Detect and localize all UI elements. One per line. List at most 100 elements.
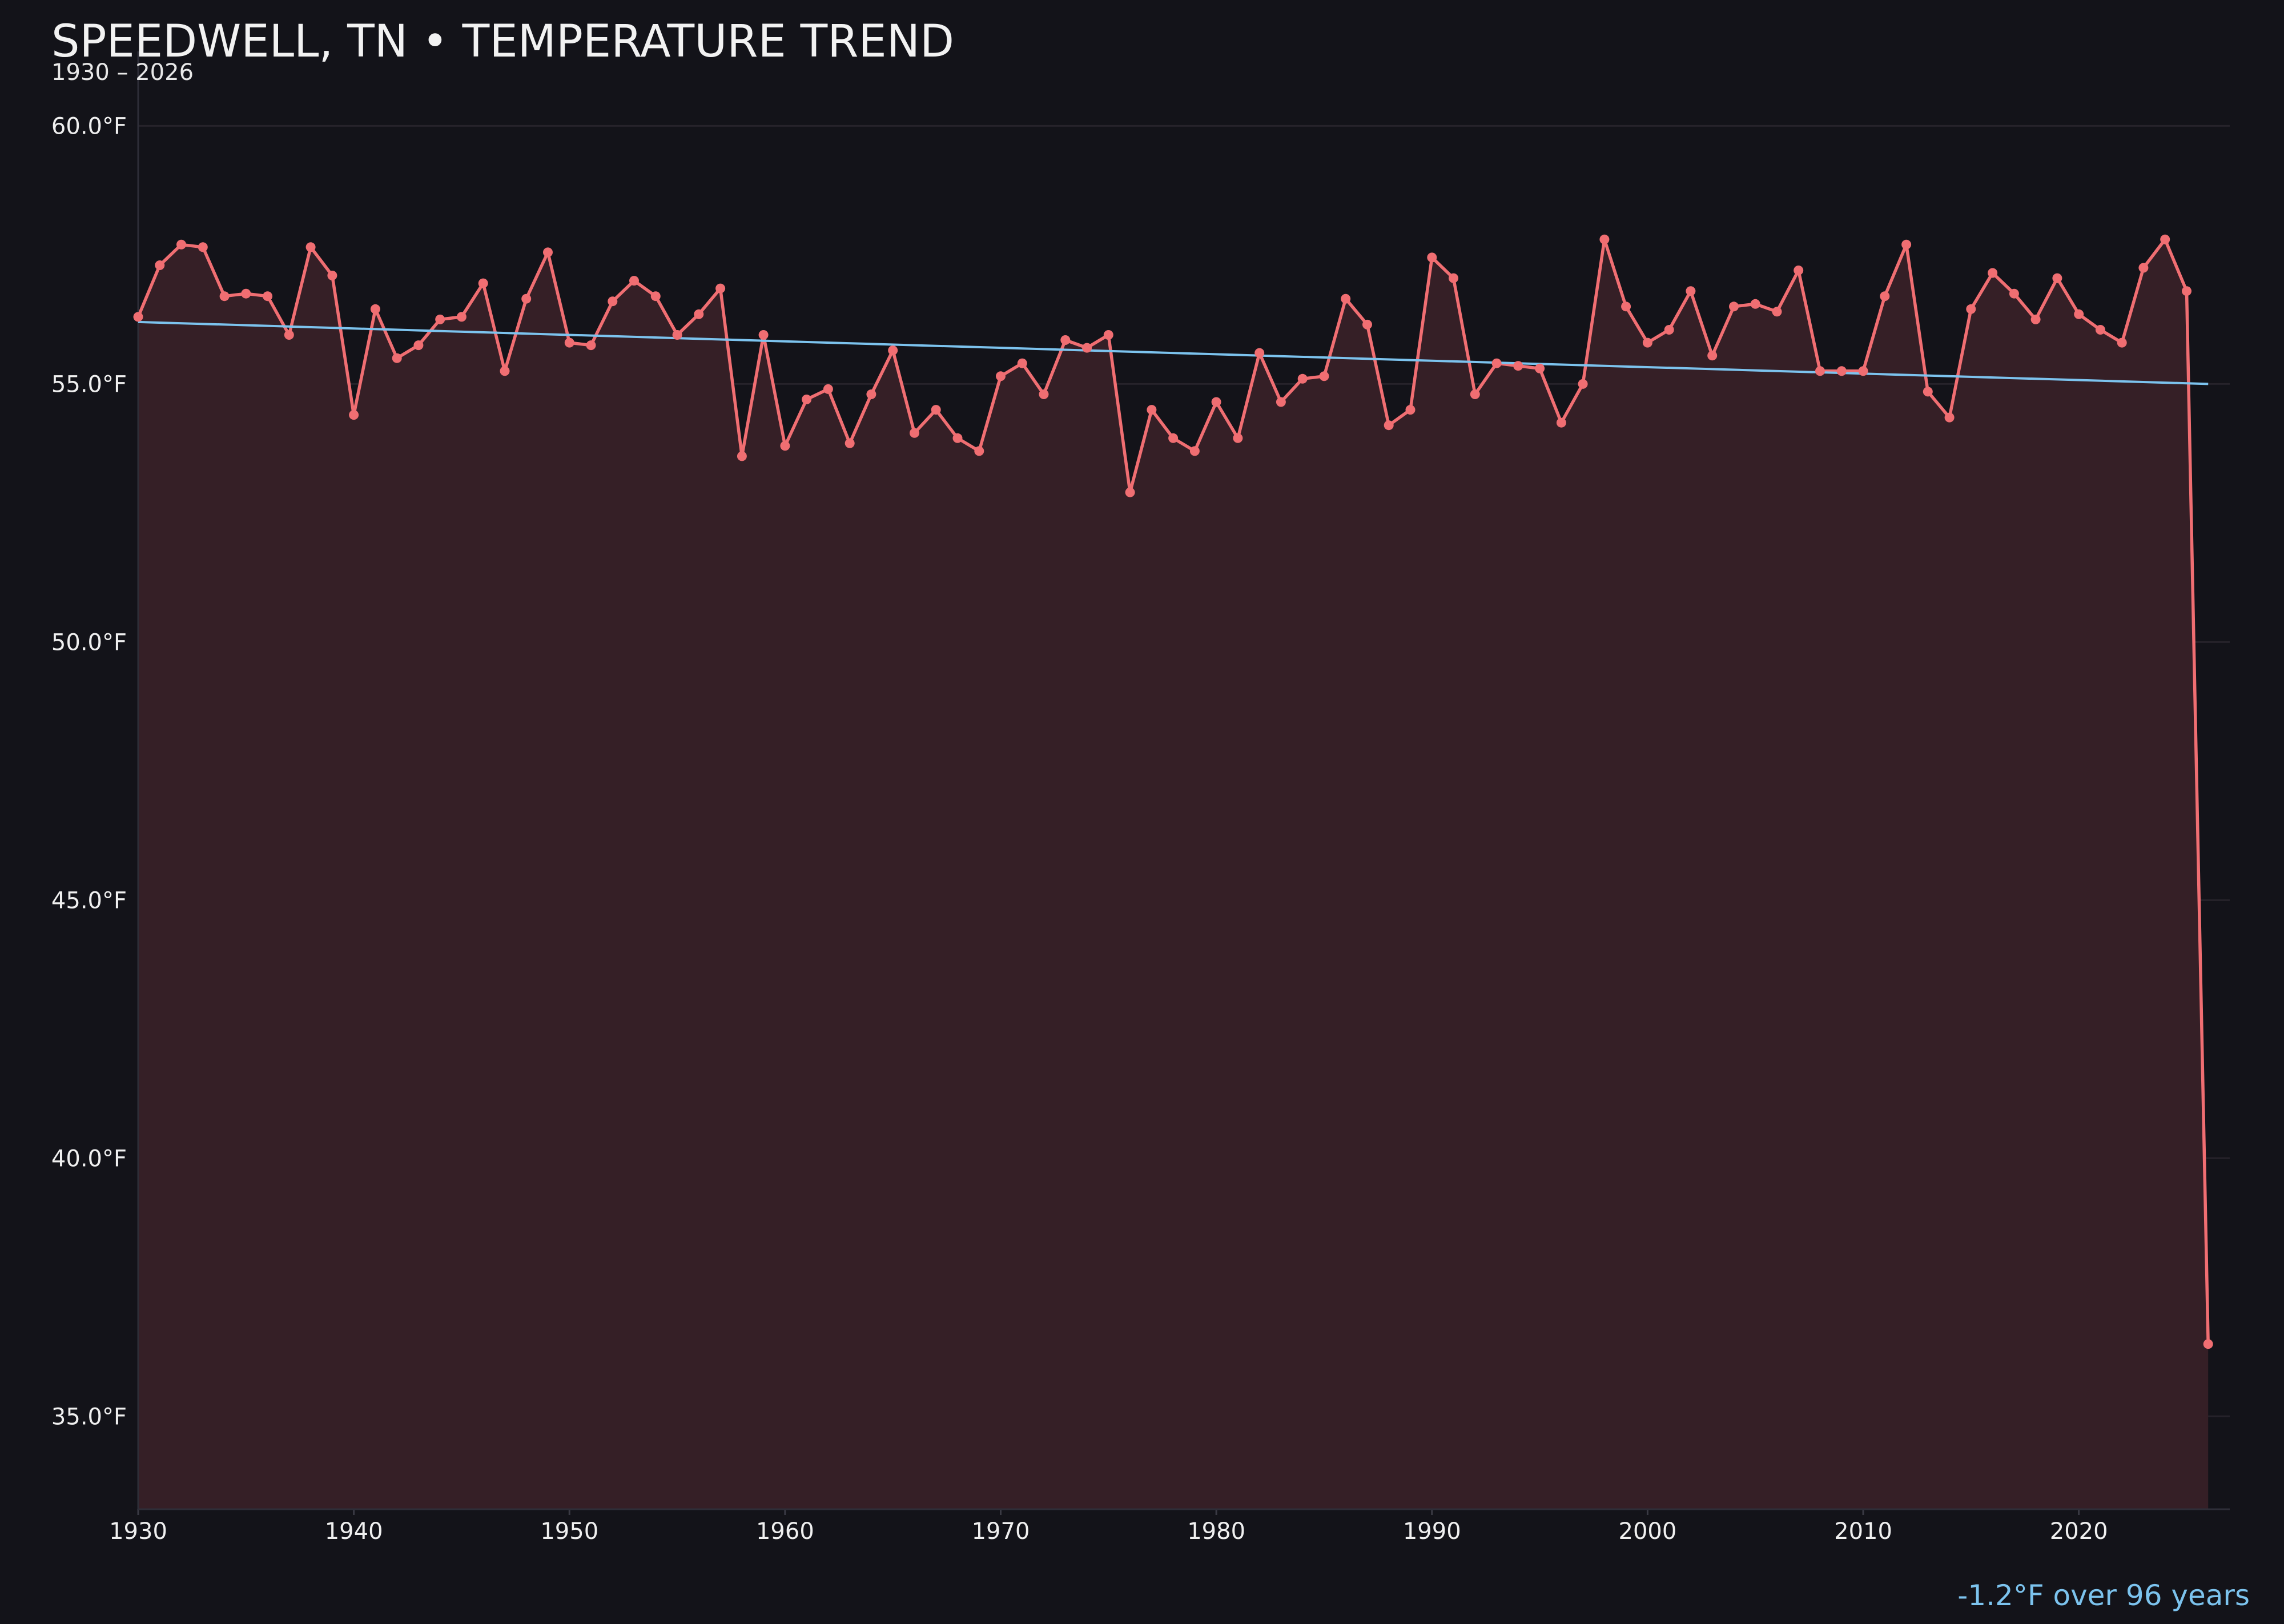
- x-tick-label: 1960: [756, 1518, 814, 1545]
- data-point: [1060, 335, 1071, 345]
- data-point: [1211, 397, 1221, 407]
- data-point: [1513, 361, 1523, 371]
- data-point: [1147, 405, 1157, 415]
- data-point: [1470, 389, 1480, 399]
- data-point: [1944, 412, 1955, 423]
- data-point: [1384, 420, 1394, 431]
- data-point: [952, 433, 963, 443]
- data-point: [1189, 446, 1200, 456]
- data-point: [198, 242, 208, 252]
- data-point: [478, 278, 488, 288]
- data-point: [1362, 319, 1372, 329]
- data-point: [2030, 314, 2041, 324]
- data-point: [1297, 373, 1308, 384]
- data-point: [1815, 366, 1825, 376]
- data-point: [1556, 417, 1566, 428]
- data-point: [1491, 358, 1502, 368]
- data-point: [1966, 304, 1976, 314]
- data-point: [1880, 291, 1890, 302]
- data-point: [823, 384, 833, 394]
- data-point: [1535, 363, 1545, 373]
- data-point: [2052, 273, 2062, 283]
- data-point: [2095, 325, 2105, 335]
- data-point: [263, 291, 273, 302]
- x-tick-label: 1950: [540, 1518, 598, 1545]
- data-point: [456, 312, 467, 322]
- data-point: [931, 405, 941, 415]
- data-point: [845, 438, 855, 448]
- data-point: [370, 304, 380, 314]
- data-point: [284, 330, 294, 340]
- data-point: [1578, 379, 1588, 389]
- data-point: [737, 451, 747, 461]
- axes: [137, 51, 2230, 1515]
- data-point: [1772, 307, 1782, 317]
- data-point: [1125, 487, 1135, 497]
- data-point: [1276, 397, 1286, 407]
- data-point: [974, 446, 984, 456]
- data-point: [1103, 330, 1113, 340]
- data-point: [1233, 433, 1243, 443]
- data-point: [629, 276, 639, 286]
- data-point: [1341, 294, 1351, 304]
- data-point: [802, 395, 812, 404]
- data-point: [1923, 387, 1933, 397]
- x-tick-label: 1990: [1403, 1518, 1461, 1545]
- y-tick-label: 55.0°F: [51, 371, 127, 397]
- data-point: [780, 441, 790, 451]
- x-tick-label: 2000: [1619, 1518, 1677, 1545]
- data-point: [133, 312, 143, 322]
- x-tick-label: 1980: [1187, 1518, 1245, 1545]
- data-point: [1686, 286, 1696, 296]
- data-point: [1794, 266, 1804, 275]
- data-point: [2009, 288, 2019, 299]
- data-point: [672, 330, 682, 340]
- data-point: [1319, 371, 1329, 381]
- data-point: [608, 296, 618, 307]
- data-point: [1405, 405, 1416, 415]
- data-point: [435, 314, 445, 324]
- data-points: [133, 234, 2213, 1349]
- y-tick-label: 35.0°F: [51, 1404, 127, 1430]
- data-point: [176, 239, 186, 250]
- data-point: [2138, 263, 2149, 273]
- data-point: [413, 340, 424, 351]
- data-point: [996, 371, 1006, 381]
- data-point: [650, 291, 661, 302]
- data-point: [758, 330, 769, 340]
- y-tick-label: 60.0°F: [51, 113, 127, 139]
- data-point: [694, 309, 704, 319]
- x-tick-label: 1940: [325, 1518, 383, 1545]
- data-point: [1664, 325, 1674, 335]
- data-point: [1621, 302, 1631, 312]
- data-point: [1729, 302, 1739, 312]
- x-tick-label: 1930: [109, 1518, 167, 1545]
- data-point: [715, 283, 726, 294]
- data-point: [543, 247, 553, 258]
- data-point: [327, 271, 337, 280]
- data-point: [1427, 252, 1437, 263]
- data-point: [305, 242, 316, 252]
- tick-labels: 35.0°F 40.0°F 45.0°F 50.0°F 55.0°F 60.0°F 1930…: [51, 113, 2108, 1545]
- trend-annotation: -1.2°F over 96 years: [1957, 1579, 2250, 1612]
- data-point: [241, 288, 251, 299]
- x-tick-label: 2010: [1834, 1518, 1892, 1545]
- series-area-fill: [138, 239, 2209, 1509]
- data-point: [155, 260, 165, 270]
- data-point: [1858, 366, 1868, 376]
- data-point: [1082, 343, 1092, 353]
- data-point: [2182, 286, 2191, 296]
- x-tick-label: 2020: [2050, 1518, 2108, 1545]
- data-point: [2203, 1339, 2213, 1349]
- data-point: [1707, 351, 1718, 361]
- y-tick-label: 50.0°F: [51, 629, 127, 656]
- data-point: [1039, 389, 1049, 399]
- data-point: [1254, 348, 1265, 358]
- data-point: [1836, 366, 1847, 376]
- area-fill-layer: [138, 239, 2209, 1509]
- chart-title: SPEEDWELL, TN • TEMPERATURE TREND: [51, 16, 955, 67]
- data-point: [564, 337, 574, 348]
- y-tick-label: 45.0°F: [51, 887, 127, 914]
- data-point: [500, 366, 510, 376]
